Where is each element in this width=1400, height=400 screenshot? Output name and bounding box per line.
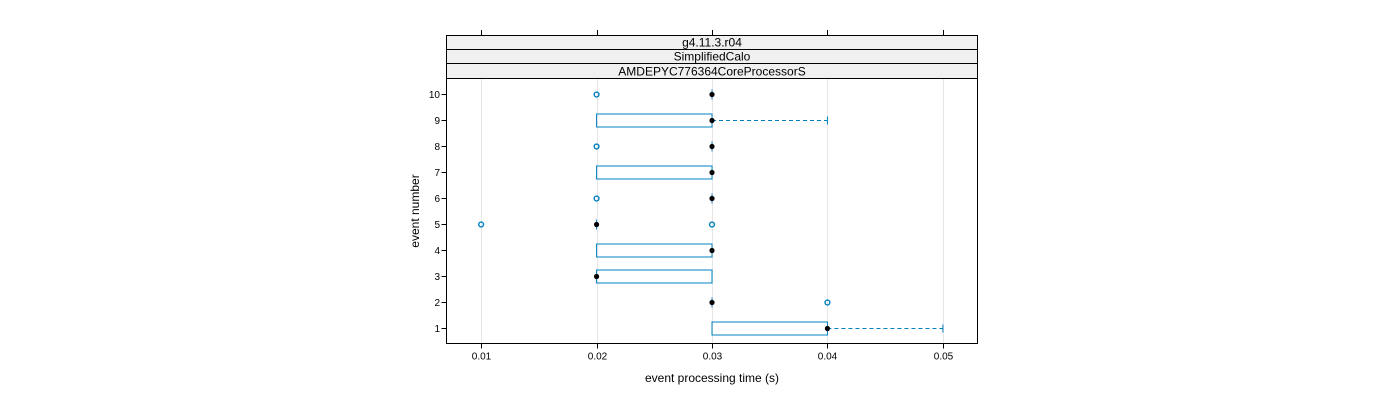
outlier-point [593,195,600,202]
median-dot [709,169,715,176]
x-tick-label: 0.04 [818,352,838,363]
box-group-event-1 [711,321,944,336]
median-dot [709,195,715,202]
y-tick-label: 4 [434,246,440,257]
iqr-box [596,269,713,284]
outlier-point [824,299,831,306]
x-axis: 0.01 0.02 0.03 0.04 0.05 [472,343,954,363]
x-tick-label: 0.05 [934,352,954,363]
x-axis-title: event processing time (s) [645,371,779,385]
box-group-event-6 [593,193,715,204]
box-group-event-10 [593,89,715,100]
strip-1-label: g4.11.3.r04 [682,36,742,50]
y-tick-label: 7 [434,168,440,179]
x-tick-label: 0.03 [703,352,723,363]
outlier-point [593,143,600,150]
y-tick-label: 6 [434,194,440,205]
outlier-point [593,91,600,98]
median-dot [709,143,715,150]
median-dot [824,325,831,332]
x-tick-label: 0.02 [588,352,608,363]
median-dot [709,117,715,124]
box-group-event-2 [709,297,831,308]
x-tick-label: 0.01 [472,352,492,363]
y-tick-label: 8 [434,142,440,153]
iqr-box [711,321,828,336]
outlier-point [708,221,716,228]
y-tick-label: 1 [434,324,440,335]
median-dot [593,221,600,228]
strip-3-label: AMDEPYC776364CoreProcessorS [618,65,805,79]
top-axis-ticks [481,30,944,36]
median-dot [709,247,715,254]
y-axis: 1 2 3 4 5 6 7 8 9 10 [429,90,447,335]
y-axis-title: event number [408,174,422,247]
y-tick-label: 10 [429,90,441,101]
iqr-box [596,113,713,128]
box-group-event-8 [593,141,715,152]
y-tick-label: 9 [434,116,440,127]
strip-2-label: SimplifiedCalo [674,50,751,64]
box-group-event-9 [596,113,828,128]
y-tick-label: 2 [434,298,440,309]
median-dot [709,91,715,98]
y-tick-label: 3 [434,272,440,283]
median-dot [709,299,715,306]
box-group-event-5 [478,219,716,230]
outlier-point [478,221,485,228]
y-tick-label: 5 [434,220,440,231]
plot-marks [478,89,944,336]
box-group-event-3 [593,269,713,284]
iqr-box [596,165,713,180]
median-dot [593,273,600,280]
strip-header: g4.11.3.r04 SimplifiedCalo AMDEPYC776364… [446,35,978,79]
box-group-event-4 [596,243,715,258]
box-group-event-7 [596,165,715,180]
iqr-box [596,243,713,258]
